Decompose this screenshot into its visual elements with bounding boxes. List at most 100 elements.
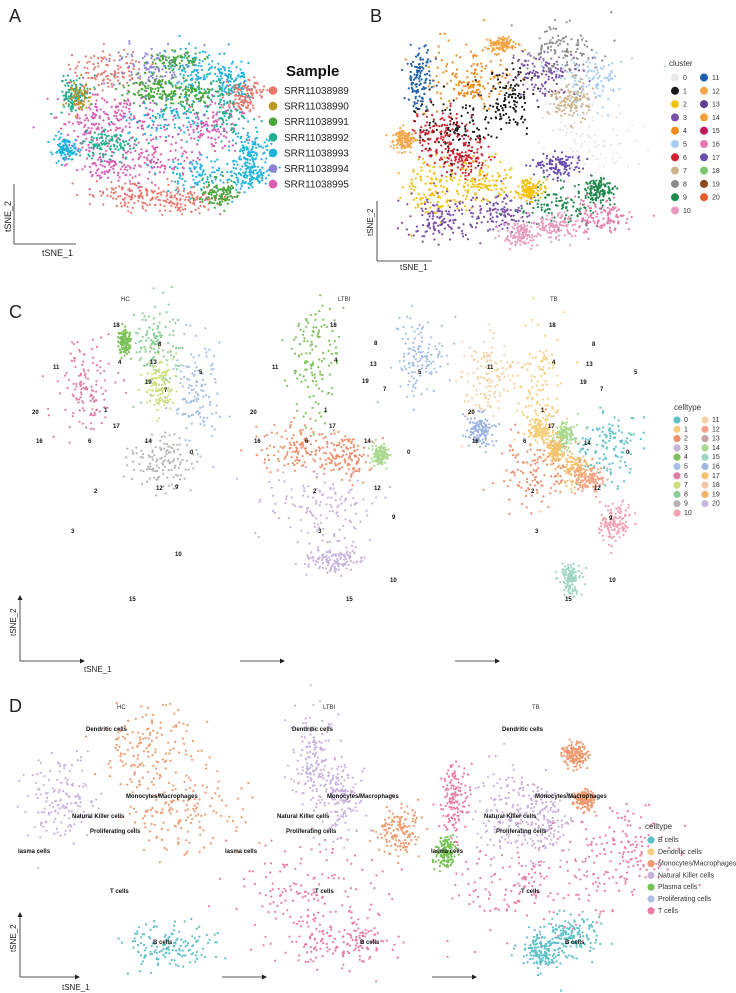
point [135,144,138,147]
point [577,183,580,186]
point [70,151,73,154]
point [118,185,121,188]
point [501,210,504,213]
point [188,105,191,108]
point [592,101,595,104]
point [442,71,445,74]
point [192,87,196,90]
point [561,204,564,207]
point [485,64,488,67]
point [599,174,602,177]
point [564,97,567,100]
point [175,198,178,201]
point [594,205,597,208]
point [480,97,483,100]
point [433,161,436,165]
point [229,70,232,73]
point [526,67,529,70]
point [182,77,185,80]
point [464,197,467,200]
point [487,184,490,187]
point [231,196,234,199]
point [551,152,554,155]
point [123,168,126,171]
point [133,143,136,146]
point [418,107,421,110]
point [557,56,560,59]
point [134,139,137,142]
point [222,103,225,106]
point [125,62,128,65]
point [197,118,200,121]
point [179,203,182,206]
point [525,127,529,130]
point [486,220,489,223]
point [166,198,169,201]
point [208,202,211,205]
point [557,238,561,242]
point [508,121,511,124]
point [476,141,479,144]
point [156,146,159,149]
point [239,148,242,151]
point [164,65,167,68]
point [220,117,223,120]
point [159,127,163,130]
point [128,195,131,198]
point [241,101,245,104]
point [579,34,582,37]
point [143,114,146,117]
point [532,222,536,225]
point [474,166,477,169]
point [181,152,184,155]
point [215,125,219,128]
point [409,75,412,78]
point [421,130,425,133]
point [523,64,526,67]
point [416,54,419,57]
point [128,126,131,129]
point [508,213,511,216]
point [521,50,524,53]
point [108,57,111,60]
point [574,223,577,226]
point [203,205,206,208]
point [220,93,223,96]
point [613,228,616,232]
point [192,108,195,112]
point [57,160,60,163]
point [106,134,109,138]
point [255,154,258,157]
point [121,72,124,75]
point [421,62,425,65]
point [214,178,217,181]
point [584,229,587,232]
point [179,86,182,89]
point [138,173,141,176]
point [64,79,67,82]
point [112,192,115,195]
point [175,204,179,207]
point [101,133,104,136]
point [87,106,91,109]
point [506,209,509,212]
point [70,106,73,109]
point [571,114,574,117]
point [576,39,580,42]
point [431,131,434,134]
point [542,164,546,168]
point [120,109,123,112]
point [188,103,191,107]
point [458,160,461,163]
point [407,87,410,90]
point [189,86,192,89]
point [587,98,590,101]
point [167,189,170,193]
point [586,228,590,231]
point [214,199,217,202]
point [186,52,189,55]
point [170,61,173,64]
point [84,123,87,127]
point [64,155,67,158]
point [631,124,634,127]
